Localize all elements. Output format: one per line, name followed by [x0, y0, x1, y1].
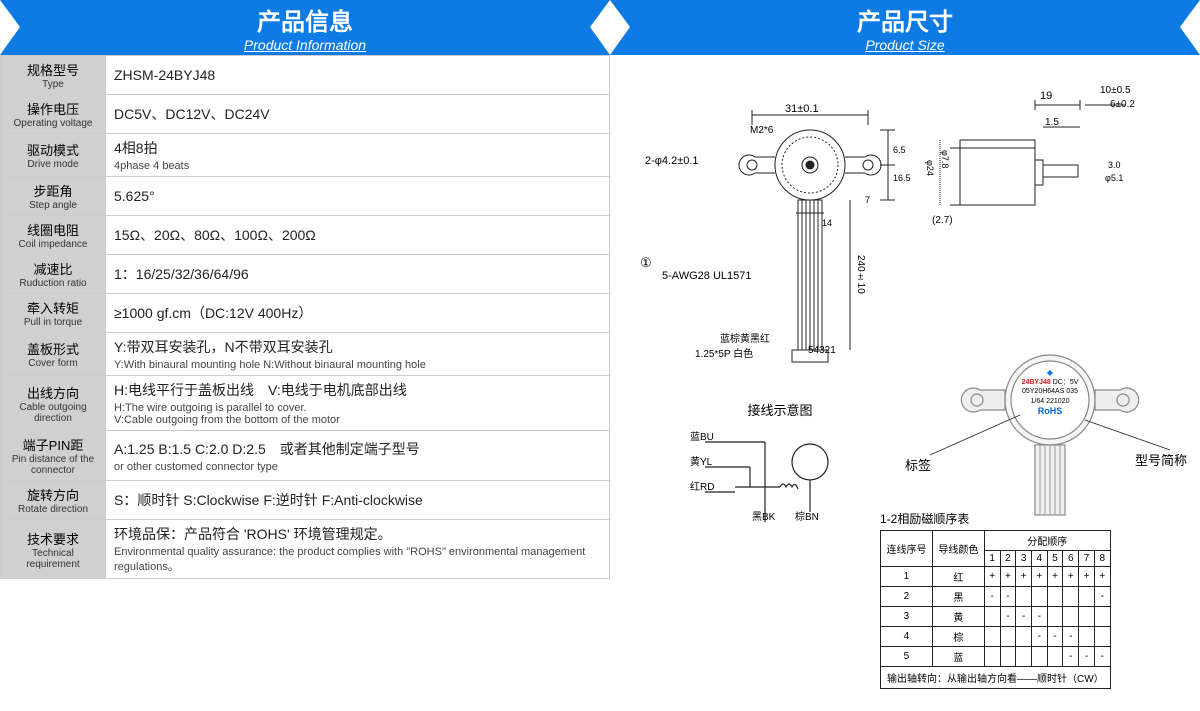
spec-value: A:1.25 B:1.5 C:2.0 D:2.5 或者其他制定端子型号or ot…: [106, 431, 610, 481]
dim-19: 19: [1040, 90, 1052, 102]
dim-6: 6±0.2: [1110, 99, 1135, 110]
diagram-area: 31±0.1 M2*6 2-φ4.2±0.1 6.5 16.5 7 14 240…: [610, 55, 1200, 711]
wire-black: 黑BK: [752, 508, 775, 523]
spec-label: 操作电压Operating voltage: [1, 95, 106, 134]
spec-label: 盖板形式Cover form: [1, 333, 106, 376]
side-view-drawing: [920, 85, 1180, 235]
table-row: 技术要求Technical requirement环境品保：产品符合 'ROHS…: [1, 520, 610, 579]
table-row: 旋转方向Rotate directionS：顺时针 S:Clockwise F:…: [1, 481, 610, 520]
dim-240: 240±10: [855, 255, 866, 294]
dim-3.0: 3.0: [1108, 160, 1121, 170]
sequence-table: 连线序号导线颜色分配顺序123456781红++++++++2黑---3黄---…: [880, 530, 1111, 689]
dim-10: 10±0.5: [1100, 85, 1131, 96]
size-header-cn: 产品尺寸: [610, 0, 1200, 37]
spec-label: 牵入转矩Pull in torque: [1, 294, 106, 333]
table-row: 操作电压Operating voltageDC5V、DC12V、DC24V: [1, 95, 610, 134]
dim-6.5: 6.5: [893, 145, 906, 155]
table-row: 牵入转矩Pull in torque≥1000 gf.cm（DC:12V 400…: [1, 294, 610, 333]
spec-label: 技术要求Technical requirement: [1, 520, 106, 579]
label-model: 24BYJ48: [1022, 379, 1051, 386]
spec-label: 规格型号Type: [1, 56, 106, 95]
wire-yellow: 黄YL: [690, 453, 712, 468]
dim-m2: M2*6: [750, 125, 773, 136]
info-header: 产品信息 Product Information: [0, 0, 610, 55]
dim-wirecolor: 蓝棕黄黑红: [720, 330, 770, 345]
spec-value: 1：16/25/32/36/64/96: [106, 255, 610, 294]
dim-5.1: φ5.1: [1105, 173, 1123, 183]
spec-value: 15Ω、20Ω、80Ω、100Ω、200Ω: [106, 216, 610, 255]
info-header-cn: 产品信息: [0, 0, 610, 37]
spec-value: ZHSM-24BYJ48: [106, 56, 610, 95]
spec-label: 减速比Ruduction ratio: [1, 255, 106, 294]
spec-table: 规格型号TypeZHSM-24BYJ48操作电压Operating voltag…: [0, 55, 610, 579]
dim-plug: 1.25*5P 白色: [695, 345, 753, 360]
dim-hole: 2-φ4.2±0.1: [645, 155, 699, 167]
spec-value: S：顺时针 S:Clockwise F:逆时针 F:Anti-clockwise: [106, 481, 610, 520]
spec-value: 4相8拍4phase 4 beats: [106, 134, 610, 177]
label-rohs: RoHS: [1017, 406, 1083, 418]
info-header-en: Product Information: [0, 37, 610, 53]
size-header-en: Product Size: [610, 37, 1200, 53]
labeled-product: ◆ 24BYJ48 DC：5V 05Y20H64AS 035 1/64 2210…: [910, 325, 1190, 525]
spec-label: 出线方向Cable outgoing direction: [1, 376, 106, 431]
dim-awg: 5-AWG28 UL1571: [662, 270, 751, 282]
label-code1: 05Y20H64AS 035: [1017, 387, 1083, 396]
dim-24: φ24: [925, 160, 935, 176]
dim-7: 7: [865, 195, 870, 205]
spec-value: 环境品保：产品符合 'ROHS' 环境管理规定。Environmental qu…: [106, 520, 610, 579]
label-modelname: 型号简称: [1135, 450, 1187, 469]
table-row: 步距角Step angle5.625°: [1, 177, 610, 216]
spec-label: 步距角Step angle: [1, 177, 106, 216]
table-row: 盖板形式Cover formY:带双耳安装孔，N不带双耳安装孔Y:With bi…: [1, 333, 610, 376]
spec-label: 驱动模式Drive mode: [1, 134, 106, 177]
table-row: 减速比Ruduction ratio1：16/25/32/36/64/96: [1, 255, 610, 294]
spec-value: H:电线平行于盖板出线 V:电线于电机底部出线H:The wire outgoi…: [106, 376, 610, 431]
dim-7.8: φ7.8: [940, 150, 950, 168]
label-dc: DC：5V: [1053, 379, 1079, 386]
table-row: 线圈电阻Coil impedance15Ω、20Ω、80Ω、100Ω、200Ω: [1, 216, 610, 255]
product-info-panel: 产品信息 Product Information 规格型号TypeZHSM-24…: [0, 0, 610, 711]
table-row: 规格型号TypeZHSM-24BYJ48: [1, 56, 610, 95]
wire-red: 红RD: [690, 478, 714, 493]
dim-14: 14: [822, 218, 832, 228]
product-size-panel: 产品尺寸 Product Size: [610, 0, 1200, 711]
dim-54321: 54321: [808, 345, 836, 356]
dim-2.7: (2.7): [932, 215, 953, 226]
dim-31: 31±0.1: [785, 103, 819, 115]
table-row: 端子PIN距Pin distance of the connectorA:1.2…: [1, 431, 610, 481]
spec-value: 5.625°: [106, 177, 610, 216]
spec-label: 旋转方向Rotate direction: [1, 481, 106, 520]
label-tag: 标签: [905, 455, 931, 474]
circle-1: ①: [640, 255, 652, 271]
size-header: 产品尺寸 Product Size: [610, 0, 1200, 55]
table-row: 驱动模式Drive mode4相8拍4phase 4 beats: [1, 134, 610, 177]
seq-title: 1-2相励磁顺序表: [880, 510, 969, 527]
label-code2: 1/64 221020: [1017, 397, 1083, 406]
spec-value: DC5V、DC12V、DC24V: [106, 95, 610, 134]
dim-1.5: 1.5: [1045, 117, 1059, 128]
spec-value: Y:带双耳安装孔，N不带双耳安装孔Y:With binaural mountin…: [106, 333, 610, 376]
wire-blue: 蓝BU: [690, 428, 714, 443]
spec-value: ≥1000 gf.cm（DC:12V 400Hz）: [106, 294, 610, 333]
wiring-diagram: 接线示意图 蓝BU 黄YL 红RD 黑BK: [690, 400, 870, 530]
table-row: 出线方向Cable outgoing directionH:电线平行于盖板出线 …: [1, 376, 610, 431]
wire-brown: 棕BN: [795, 508, 819, 523]
dim-16.5: 16.5: [893, 173, 911, 183]
spec-label: 线圈电阻Coil impedance: [1, 216, 106, 255]
spec-label: 端子PIN距Pin distance of the connector: [1, 431, 106, 481]
wiring-title: 接线示意图: [690, 400, 870, 419]
